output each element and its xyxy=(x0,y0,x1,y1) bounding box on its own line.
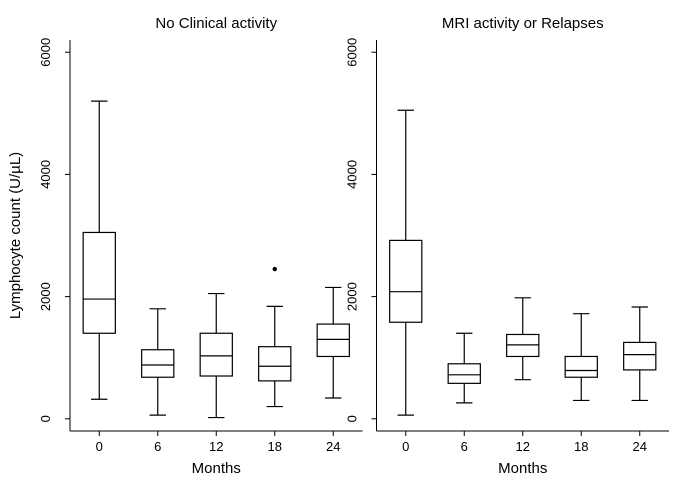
box xyxy=(565,356,597,377)
panel-title: MRI activity or Relapses xyxy=(442,15,604,32)
y-tick-label: 0 xyxy=(38,415,53,422)
x-tick-label: 0 xyxy=(402,439,409,454)
chart-svg: Lymphocyte count (U/µL) No Clinical activ… xyxy=(0,0,689,501)
x-tick-label: 18 xyxy=(268,439,282,454)
x-tick-label: 12 xyxy=(209,439,223,454)
y-tick-label: 4000 xyxy=(38,160,53,189)
x-axis-label: Months xyxy=(192,460,241,477)
x-tick-label: 24 xyxy=(326,439,340,454)
box xyxy=(317,324,349,356)
box xyxy=(142,350,174,377)
box xyxy=(390,240,422,322)
y-tick-label: 0 xyxy=(345,415,360,422)
outlier-point xyxy=(273,267,277,271)
box xyxy=(200,333,232,376)
x-tick-label: 12 xyxy=(516,439,530,454)
y-tick-label: 6000 xyxy=(345,38,360,67)
x-tick-label: 18 xyxy=(574,439,588,454)
y-tick-label: 2000 xyxy=(38,282,53,311)
x-tick-label: 24 xyxy=(633,439,647,454)
box xyxy=(83,232,115,333)
y-tick-label: 4000 xyxy=(345,160,360,189)
box xyxy=(507,334,539,356)
boxplot-figure: Lymphocyte count (U/µL) No Clinical activ… xyxy=(0,0,689,501)
x-tick-label: 6 xyxy=(154,439,161,454)
x-axis-label: Months xyxy=(498,460,547,477)
box xyxy=(259,347,291,381)
y-tick-label: 6000 xyxy=(38,38,53,67)
x-tick-label: 0 xyxy=(96,439,103,454)
box xyxy=(448,364,480,384)
panel-title: No Clinical activity xyxy=(155,15,277,32)
box xyxy=(624,342,656,369)
y-tick-label: 2000 xyxy=(345,282,360,311)
x-tick-label: 6 xyxy=(461,439,468,454)
y-axis-label: Lymphocyte count (U/µL) xyxy=(7,152,24,319)
